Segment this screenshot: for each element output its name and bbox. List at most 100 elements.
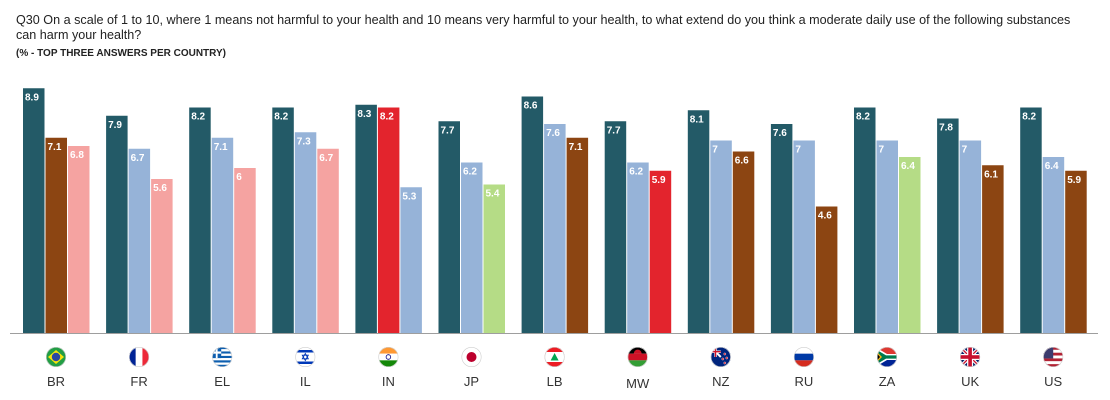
bar (604, 121, 627, 333)
bar (45, 137, 67, 333)
bar-group-in: 8.3 8.2 5.3 (355, 104, 422, 333)
bar (211, 137, 234, 333)
bar-group-mw: 7.7 6.2 5.9 (604, 121, 672, 333)
bar (68, 146, 90, 333)
bar (294, 132, 317, 333)
bar (876, 140, 898, 333)
bar (151, 179, 173, 333)
bar (461, 162, 483, 333)
bar (937, 118, 959, 333)
chart-subtitle: (% - TOP THREE ANSWERS PER COUNTRY) (16, 48, 227, 59)
bar-group-nz: 8.1 7 6.6 (687, 110, 755, 333)
data-label: 6.4 (901, 161, 915, 172)
bar-group-el: 8.2 7.1 6 (189, 107, 256, 333)
bar (521, 96, 544, 333)
category-label: MW (626, 376, 650, 391)
data-label: 8.2 (856, 112, 870, 123)
data-label: 5.3 (402, 191, 416, 202)
bar (566, 137, 589, 333)
category-label: EL (214, 374, 230, 389)
category-label: UK (961, 374, 979, 389)
bar-group-jp: 7.7 6.2 5.4 (438, 121, 505, 333)
bar-group-uk: 7.8 7 6.1 (937, 118, 1004, 333)
bar-group-us: 8.2 6.4 5.9 (1020, 107, 1087, 333)
bar (770, 124, 793, 333)
data-label: 5.9 (652, 175, 666, 186)
data-label: 6.8 (70, 150, 84, 161)
data-label: 7 (879, 145, 885, 156)
category-label: LB (547, 374, 563, 389)
usa-flag-icon (1043, 347, 1064, 367)
bar-group-il: 8.2 7.3 6.7 (272, 107, 339, 333)
bar (544, 124, 566, 333)
data-label: 7.8 (939, 123, 953, 134)
data-label: 6.4 (1045, 161, 1059, 172)
japan-flag-icon (461, 347, 482, 367)
data-label: 7.7 (607, 125, 621, 136)
bar (272, 107, 294, 333)
category-label: ZA (879, 374, 896, 389)
data-label: 7.9 (108, 120, 122, 131)
data-label: 4.6 (818, 211, 832, 222)
category-label: US (1044, 374, 1062, 389)
bar (377, 107, 400, 333)
data-label: 7.6 (773, 128, 787, 139)
greece-flag-icon (212, 347, 233, 367)
data-label: 7.6 (546, 128, 560, 139)
category-label: FR (130, 374, 147, 389)
data-label: 7.1 (569, 142, 583, 153)
data-label: 5.9 (1067, 175, 1081, 186)
bar (1065, 170, 1087, 333)
bar (483, 184, 505, 333)
bar (687, 110, 710, 333)
data-label: 5.6 (153, 183, 167, 194)
data-label: 7.3 (297, 136, 311, 147)
bar (438, 121, 460, 333)
bar (959, 140, 982, 333)
bar-group-fr: 7.9 6.7 5.6 (106, 115, 173, 333)
data-label: 7 (962, 145, 968, 156)
russia-flag-icon (793, 347, 814, 367)
bar-group-ru: 7.6 7 4.6 (770, 124, 838, 333)
data-label: 8.3 (357, 109, 371, 120)
data-label: 6.2 (629, 167, 643, 178)
bar (128, 148, 151, 333)
bar (815, 206, 838, 333)
data-label: 8.9 (25, 92, 39, 103)
data-label: 8.2 (1022, 112, 1036, 123)
data-label: 8.2 (380, 112, 394, 123)
data-label: 7.1 (48, 142, 62, 153)
data-label: 8.6 (524, 101, 538, 112)
category-label: IL (300, 374, 311, 389)
israel-flag-icon (295, 347, 316, 367)
data-label: 6.7 (131, 153, 145, 164)
bar (317, 148, 339, 333)
bar (982, 165, 1004, 333)
bar-group-za: 8.2 7 6.4 (854, 107, 921, 333)
bar (234, 168, 256, 333)
bar (710, 140, 732, 333)
data-label: 7.1 (214, 142, 228, 153)
bar (1042, 157, 1065, 333)
category-label: BR (47, 374, 65, 389)
data-label: 8.2 (191, 112, 205, 123)
bar (899, 157, 921, 333)
data-label: 6.7 (319, 153, 333, 164)
category-label: NZ (712, 374, 729, 389)
south-africa-flag-icon (877, 347, 897, 367)
data-label: 6 (236, 172, 242, 183)
bar (355, 104, 377, 333)
data-label: 7 (795, 145, 801, 156)
data-label: 7.7 (441, 125, 455, 136)
bar (649, 170, 672, 333)
bar (1020, 107, 1042, 333)
bar (793, 140, 815, 333)
category-label: JP (464, 374, 479, 389)
bar-group-lb: 8.6 7.6 7.1 (521, 96, 589, 333)
bar (854, 107, 876, 333)
question-text: Q30 On a scale of 1 to 10, where 1 means… (16, 13, 1071, 42)
data-label: 6.6 (735, 156, 749, 167)
data-label: 5.4 (486, 189, 500, 200)
brazil-flag-icon (46, 347, 66, 367)
